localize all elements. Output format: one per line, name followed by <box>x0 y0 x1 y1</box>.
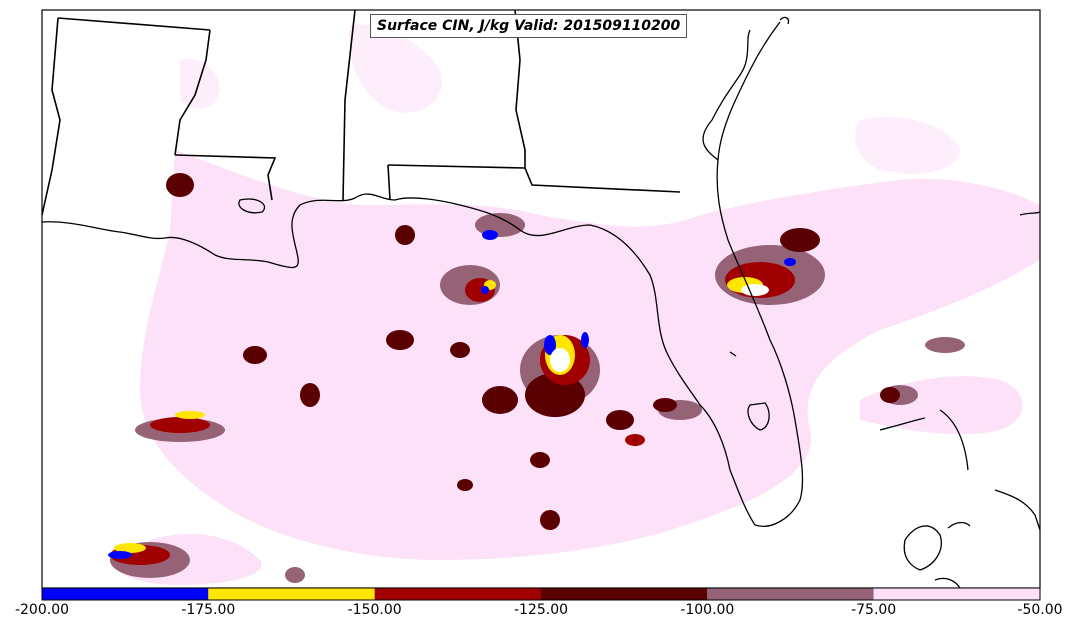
colorbar-bin <box>374 588 541 600</box>
colorbar-tick-label: -100.00 <box>680 602 735 618</box>
colorbar-frame <box>41 587 1041 601</box>
colorbar-bin <box>42 588 209 600</box>
colorbar-bin <box>707 588 874 600</box>
colorbar-tick-label: -150.00 <box>347 602 402 618</box>
colorbar-bin <box>541 588 708 600</box>
cin-field-blue <box>108 230 796 559</box>
colorbar <box>42 588 1040 600</box>
colorbar-tick-label: -75.00 <box>851 602 897 618</box>
colorbar-tick-label: -125.00 <box>513 602 569 618</box>
map-title: Surface CIN, J/kg Valid: 201509110200 <box>370 14 688 38</box>
colorbar-tick-label: -200.00 <box>14 602 70 618</box>
colorbar-tick-label: -50.00 <box>1017 602 1063 618</box>
colorbar-bin <box>208 588 375 600</box>
colorbar-tick-label: -175.00 <box>181 602 236 618</box>
state-borders <box>41 9 681 216</box>
colorbar-bin <box>873 588 1040 600</box>
cin-field-dark-red <box>166 173 900 530</box>
coastline <box>41 16 1041 589</box>
